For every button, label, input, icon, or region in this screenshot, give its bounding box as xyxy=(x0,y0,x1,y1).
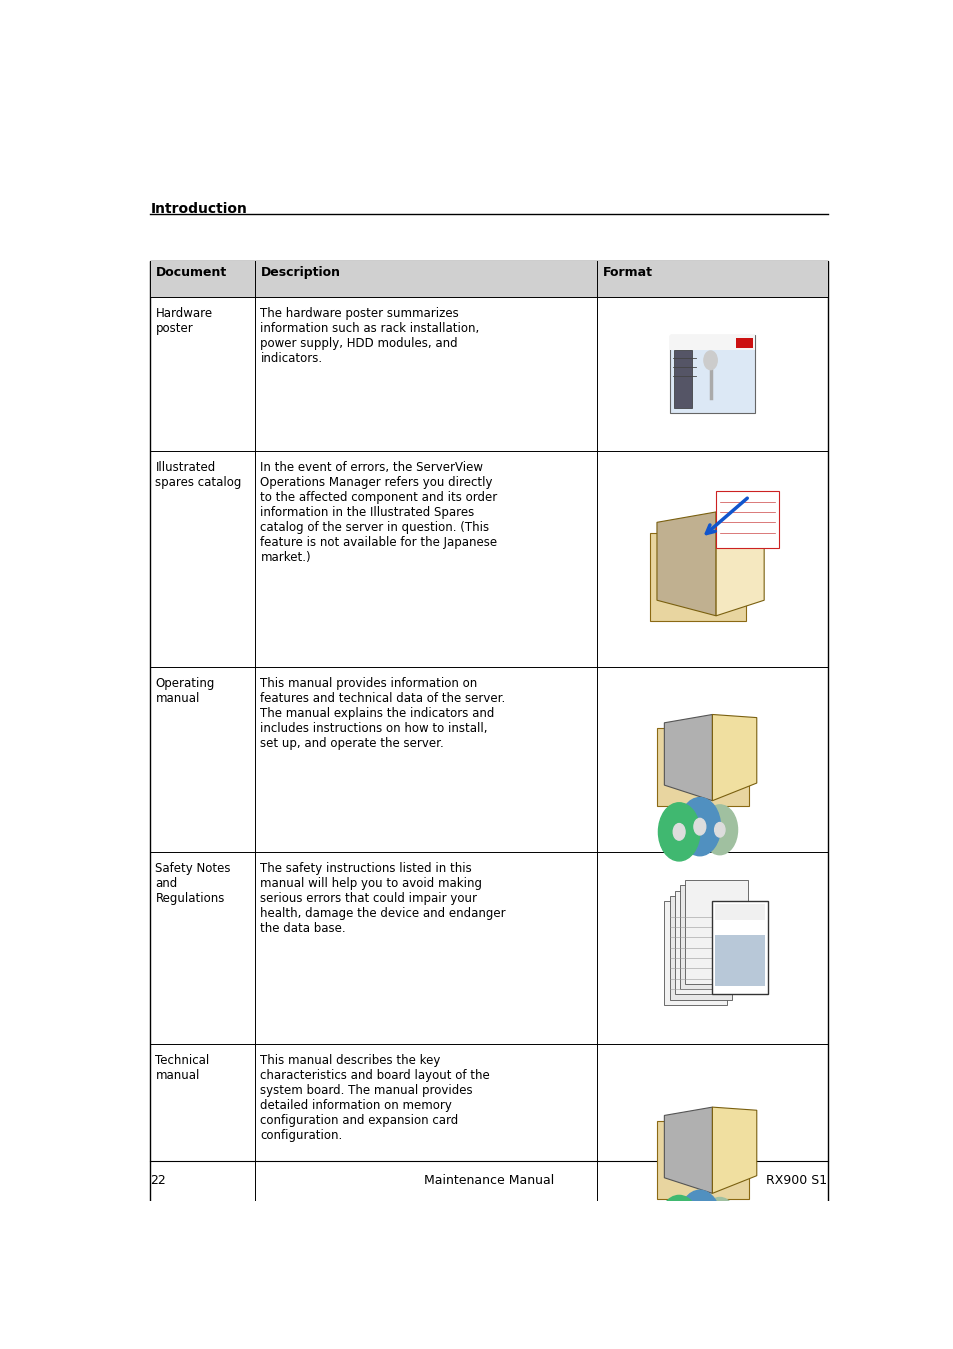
Bar xyxy=(716,491,779,548)
Circle shape xyxy=(714,823,724,836)
Text: Illustrated
spares catalog: Illustrated spares catalog xyxy=(155,461,242,490)
Bar xyxy=(663,901,726,1005)
Text: The safety instructions listed in this
manual will help you to avoid making
seri: The safety instructions listed in this m… xyxy=(260,862,505,935)
Text: 22: 22 xyxy=(151,1174,166,1187)
Bar xyxy=(736,339,752,348)
Bar xyxy=(669,896,732,1000)
Circle shape xyxy=(658,1195,700,1253)
Text: Format: Format xyxy=(602,266,652,279)
Polygon shape xyxy=(663,715,712,801)
Text: Maintenance Manual: Maintenance Manual xyxy=(423,1174,554,1187)
Text: This manual provides information on
features and technical data of the server.
T: This manual provides information on feat… xyxy=(260,677,505,750)
FancyBboxPatch shape xyxy=(657,728,749,805)
Circle shape xyxy=(701,805,737,855)
Text: Safety Notes
and
Regulations: Safety Notes and Regulations xyxy=(155,862,231,905)
Circle shape xyxy=(701,1198,737,1248)
Text: Document: Document xyxy=(155,266,227,279)
Circle shape xyxy=(679,1190,720,1248)
Polygon shape xyxy=(663,1108,712,1194)
Circle shape xyxy=(693,1211,705,1228)
Polygon shape xyxy=(657,511,716,615)
Bar xyxy=(715,935,764,986)
Text: This manual describes the key
characteristics and board layout of the
system boa: This manual describes the key characteri… xyxy=(260,1054,490,1143)
Bar xyxy=(712,901,767,994)
FancyBboxPatch shape xyxy=(649,533,745,621)
Text: Hardware
poster: Hardware poster xyxy=(155,308,213,336)
Text: The hardware poster summarizes
information such as rack installation,
power supp: The hardware poster summarizes informati… xyxy=(260,308,479,366)
Bar xyxy=(669,335,754,351)
Bar xyxy=(679,885,742,989)
Polygon shape xyxy=(712,1108,756,1194)
Text: Table 1: Documentation you need at hand: Table 1: Documentation you need at hand xyxy=(151,1268,384,1278)
Text: In the event of errors, the ServerView
Operations Manager refers you directly
to: In the event of errors, the ServerView O… xyxy=(260,461,497,564)
Text: Technical
manual: Technical manual xyxy=(155,1054,210,1082)
Text: Introduction: Introduction xyxy=(151,202,247,216)
Circle shape xyxy=(673,823,684,840)
Text: Description: Description xyxy=(260,266,340,279)
Bar xyxy=(673,351,691,407)
Polygon shape xyxy=(716,511,763,615)
Bar xyxy=(669,335,754,413)
Polygon shape xyxy=(712,715,756,801)
Circle shape xyxy=(673,1217,684,1233)
Circle shape xyxy=(658,803,700,861)
Text: Operating
manual: Operating manual xyxy=(155,677,214,706)
Circle shape xyxy=(693,819,705,835)
Text: RX900 S1: RX900 S1 xyxy=(765,1174,826,1187)
Bar xyxy=(715,904,764,920)
FancyBboxPatch shape xyxy=(657,1121,749,1198)
Circle shape xyxy=(714,1215,724,1230)
Bar xyxy=(684,880,747,983)
Circle shape xyxy=(679,797,720,855)
Bar xyxy=(674,890,737,994)
Bar xyxy=(151,260,826,297)
Circle shape xyxy=(703,351,717,370)
